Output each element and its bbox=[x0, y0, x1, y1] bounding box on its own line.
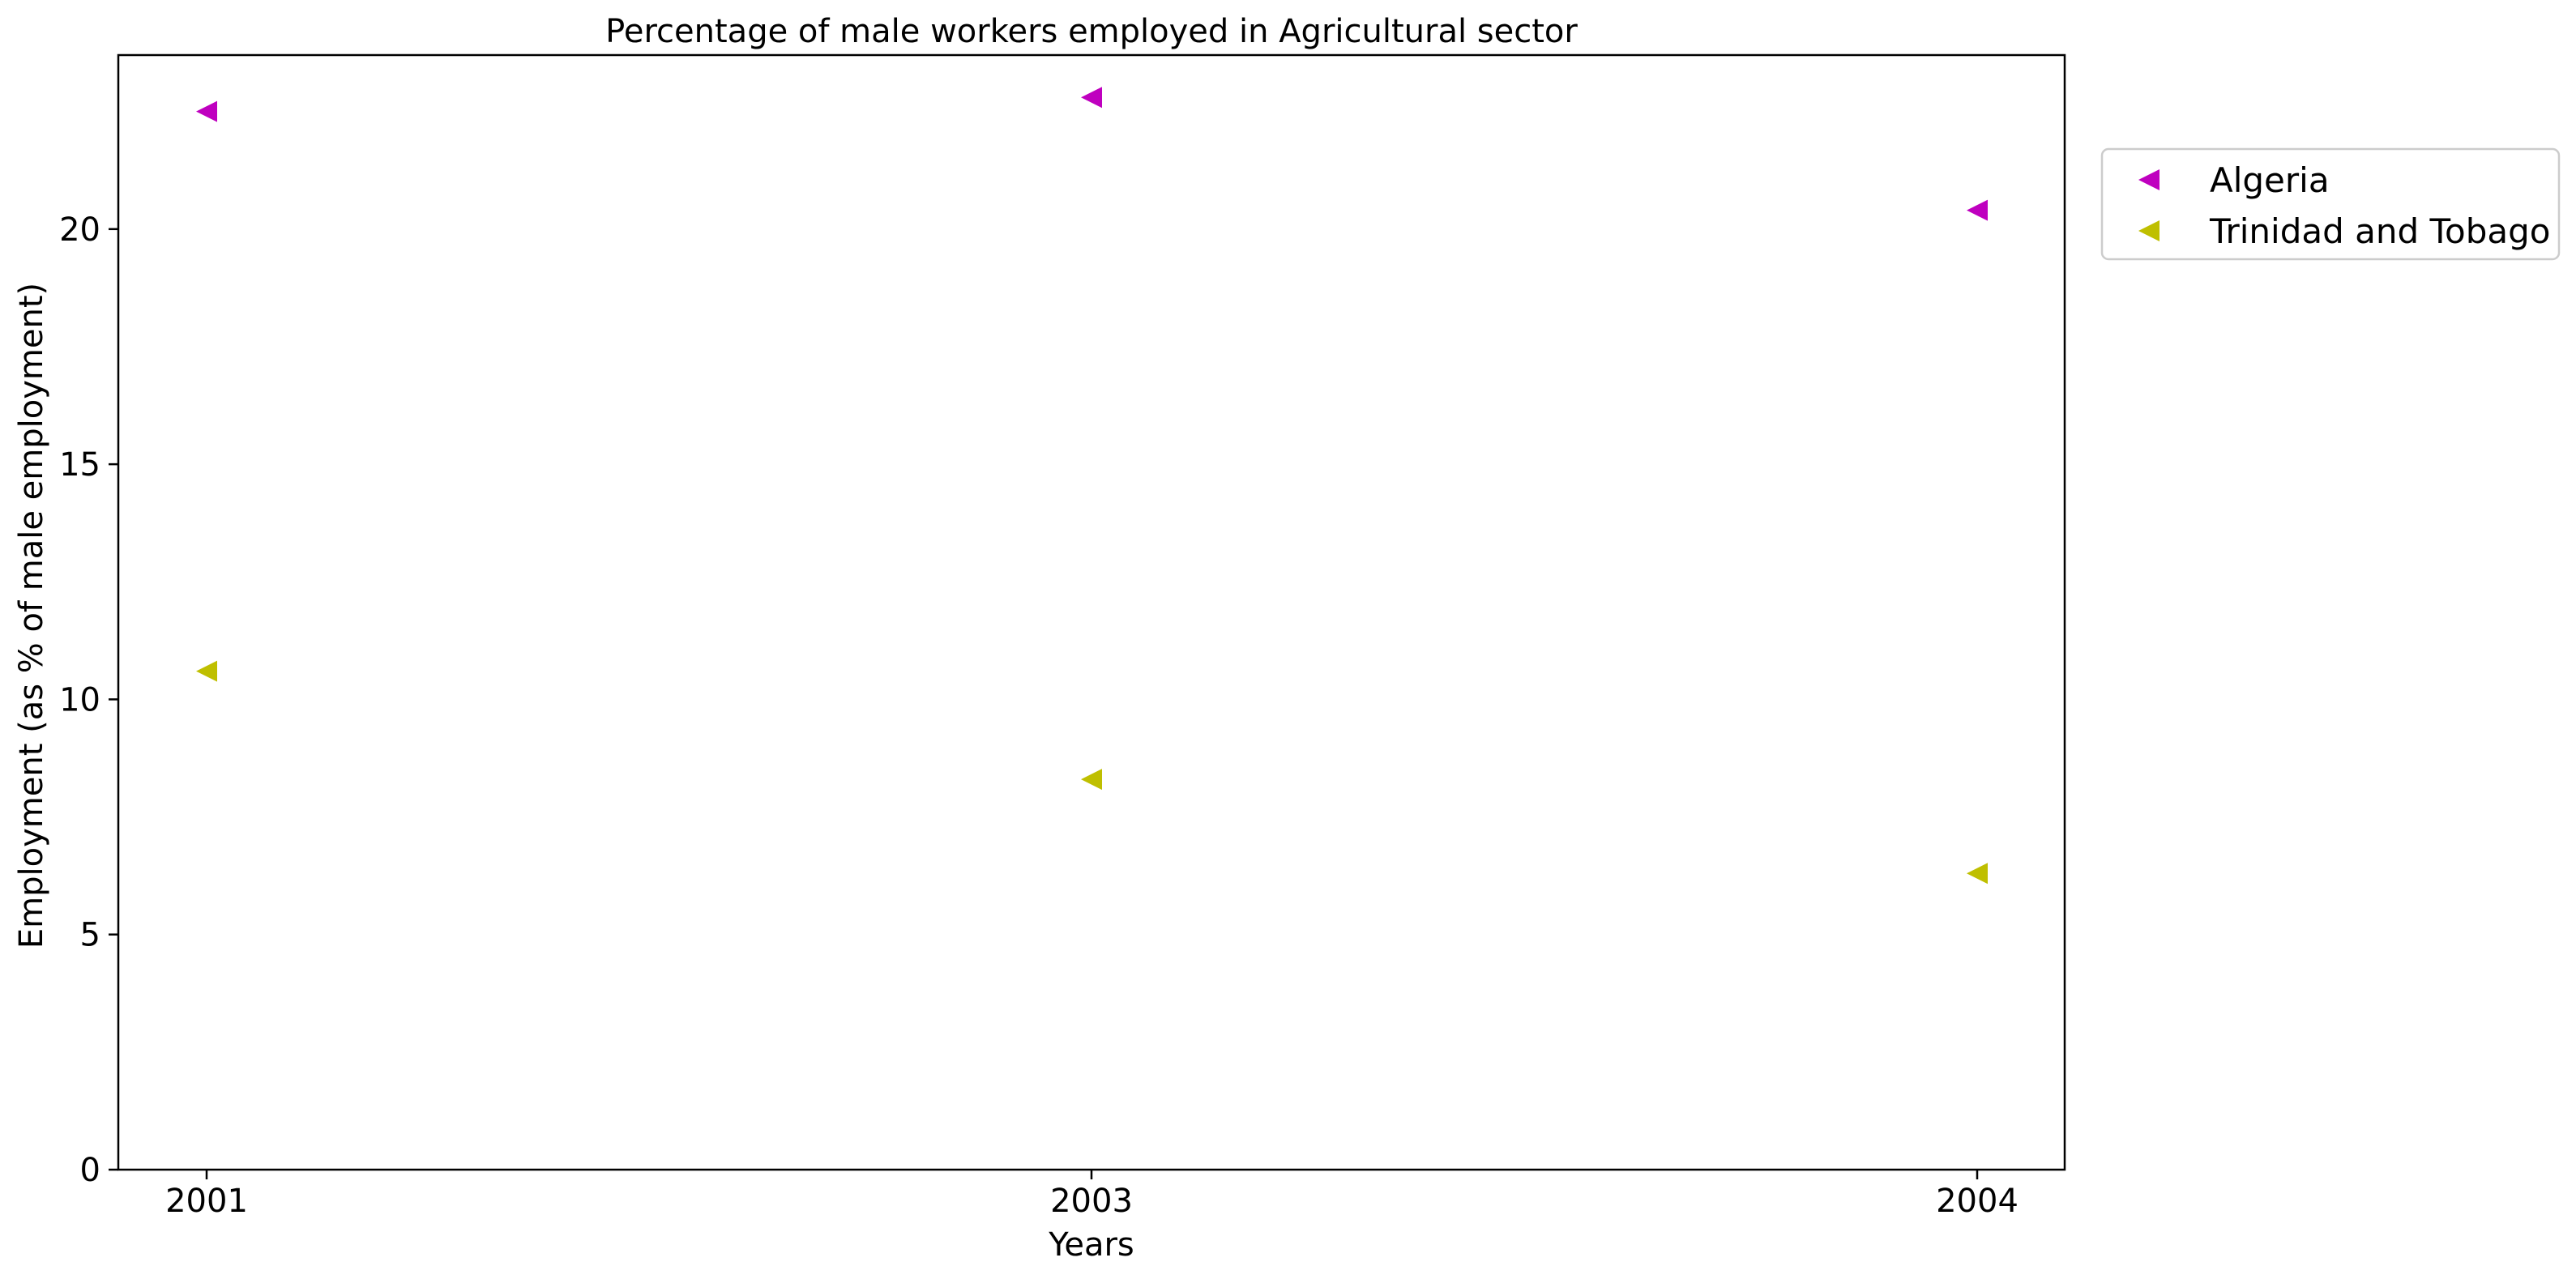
y-tick-label: 15 bbox=[59, 446, 100, 484]
data-point bbox=[1081, 87, 1102, 109]
data-point bbox=[196, 100, 217, 122]
x-tick-label: 2003 bbox=[1050, 1183, 1133, 1220]
legend-label: Algeria bbox=[2210, 160, 2330, 200]
data-point bbox=[196, 660, 217, 682]
x-tick-label: 2001 bbox=[165, 1183, 248, 1220]
data-point bbox=[1967, 199, 1988, 221]
x-axis: 2001 2003 2004 bbox=[165, 1170, 2019, 1220]
x-axis-label: Years bbox=[1048, 1226, 1134, 1264]
data-point bbox=[1967, 863, 1988, 885]
y-tick-label: 0 bbox=[80, 1152, 100, 1189]
legend-box bbox=[2100, 147, 2561, 261]
data-point bbox=[1081, 769, 1102, 791]
data-markers bbox=[196, 87, 1988, 885]
legend-label: Trinidad and Tobago bbox=[2209, 211, 2550, 251]
legend-marker bbox=[2138, 169, 2159, 190]
chart-title: Percentage of male workers employed in A… bbox=[605, 13, 1578, 50]
y-axis-label: Employment (as % of male employment) bbox=[13, 283, 50, 949]
legend-marker bbox=[2138, 220, 2159, 241]
y-tick-label: 5 bbox=[80, 917, 100, 954]
y-axis: 0 5 10 15 20 bbox=[59, 211, 118, 1189]
y-tick-label: 10 bbox=[59, 681, 100, 718]
y-tick-label: 20 bbox=[59, 211, 100, 249]
x-tick-label: 2004 bbox=[1936, 1183, 2019, 1220]
legend: Algeria Trinidad and Tobago bbox=[2100, 147, 2561, 261]
